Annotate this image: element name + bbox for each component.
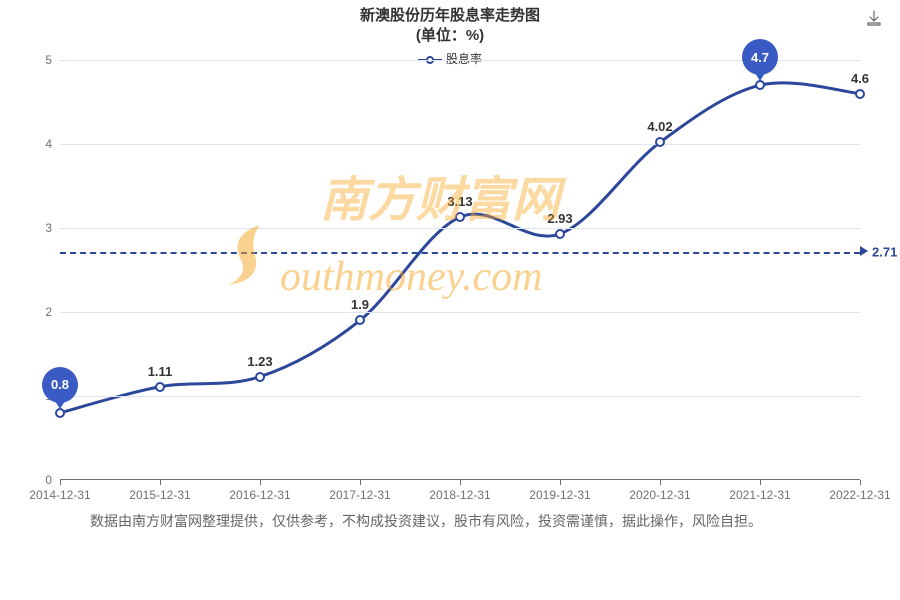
grid-line <box>60 228 860 229</box>
x-tick-label: 2015-12-31 <box>129 480 190 502</box>
data-label: 2.93 <box>547 211 572 226</box>
data-point[interactable] <box>655 137 665 147</box>
title-line-2: (单位：%) <box>416 27 484 44</box>
y-tick-label: 4 <box>45 137 60 151</box>
data-point[interactable] <box>155 382 165 392</box>
max-bubble: 4.7 <box>742 39 778 75</box>
plot-area: 0123452014-12-312015-12-312016-12-312017… <box>60 60 860 480</box>
data-point[interactable] <box>55 408 65 418</box>
min-bubble: 0.8 <box>42 367 78 403</box>
data-label: 4.6 <box>851 71 869 86</box>
y-tick-label: 3 <box>45 221 60 235</box>
data-point[interactable] <box>855 89 865 99</box>
series-line <box>60 83 860 413</box>
grid-line <box>60 60 860 61</box>
y-tick-label: 2 <box>45 305 60 319</box>
x-tick-label: 2021-12-31 <box>729 480 790 502</box>
x-tick-label: 2018-12-31 <box>429 480 490 502</box>
data-point[interactable] <box>555 229 565 239</box>
x-tick-label: 2016-12-31 <box>229 480 290 502</box>
grid-line <box>60 396 860 397</box>
y-tick-label: 5 <box>45 53 60 67</box>
data-point[interactable] <box>255 372 265 382</box>
title-line-1: 新澳股份历年股息率走势图 <box>360 7 540 24</box>
data-label: 4.02 <box>647 119 672 134</box>
grid-line <box>60 312 860 313</box>
x-tick-label: 2017-12-31 <box>329 480 390 502</box>
data-label: 3.13 <box>447 194 472 209</box>
download-icon[interactable] <box>866 10 882 26</box>
data-point[interactable] <box>755 80 765 90</box>
reference-line <box>60 252 860 254</box>
chart-container: 新澳股份历年股息率走势图 (单位：%) 股息率 0123452014-12-31… <box>0 0 900 600</box>
data-label: 1.11 <box>148 364 173 379</box>
reference-label: 2.71 <box>860 245 897 260</box>
x-tick-label: 2019-12-31 <box>529 480 590 502</box>
grid-line <box>60 144 860 145</box>
data-label: 1.23 <box>247 354 272 369</box>
line-path-svg <box>60 60 860 480</box>
x-tick-label: 2014-12-31 <box>29 480 90 502</box>
data-point[interactable] <box>355 315 365 325</box>
disclaimer-text: 数据由南方财富网整理提供，仅供参考，不构成投资建议，股市有风险，投资需谨慎，据此… <box>90 510 850 532</box>
x-tick-label: 2020-12-31 <box>629 480 690 502</box>
data-point[interactable] <box>455 212 465 222</box>
x-tick-label: 2022-12-31 <box>829 480 890 502</box>
data-label: 1.9 <box>351 297 369 312</box>
